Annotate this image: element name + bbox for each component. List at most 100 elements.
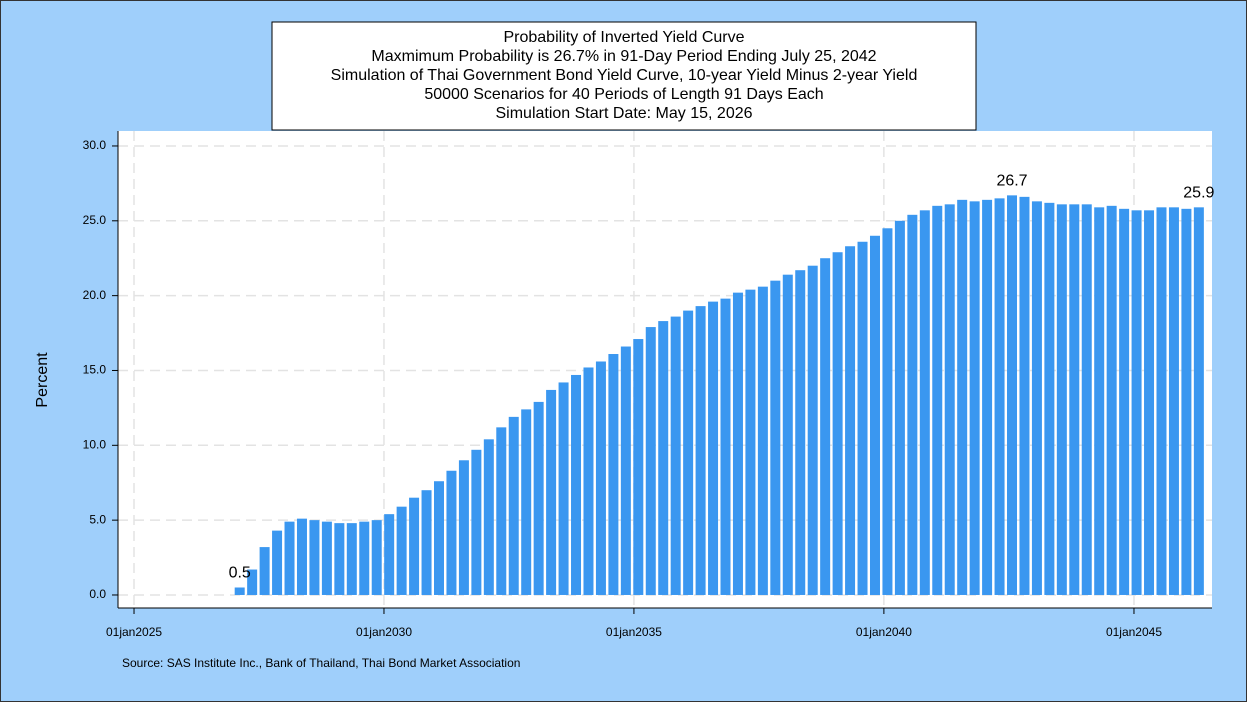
bar [633,339,644,595]
bar [670,316,681,595]
bar [1069,204,1080,595]
bar [483,439,494,595]
bar [1156,207,1167,595]
bar [346,523,357,595]
bar [745,289,756,595]
bar [259,547,270,595]
data-label: 0.5 [229,565,251,582]
bar [583,367,594,595]
bar [571,374,582,595]
bar [845,246,856,595]
x-tick-label: 01jan2030 [356,625,412,639]
y-axis-label: Percent [34,352,51,408]
x-tick-label: 01jan2045 [1106,625,1162,639]
y-tick-label: 15.0 [83,363,107,377]
bar [857,241,868,595]
bar [247,569,258,595]
bar [1168,207,1179,595]
bar [446,470,457,595]
bar [371,520,382,595]
bar [608,354,619,595]
bar [309,520,320,595]
bar [409,497,420,595]
bar [708,301,719,595]
bar [869,235,880,595]
bar [272,530,283,595]
bar [595,361,606,595]
y-tick-label: 20.0 [83,288,107,302]
bar [1144,210,1155,595]
x-tick-label: 01jan2035 [606,625,662,639]
bar [396,506,407,595]
source-note: Source: SAS Institute Inc., Bank of Thai… [122,656,520,670]
bar [932,205,943,595]
bar [683,310,694,595]
chart-title: Maxmimum Probability is 26.7% in 91-Day … [371,48,876,65]
bar [944,204,955,595]
data-label: 25.9 [1183,185,1214,202]
bar [832,252,843,595]
bar [1044,202,1055,595]
bar [720,298,731,595]
bar [521,409,532,595]
bar [782,274,793,595]
bar [234,587,245,595]
bar [433,481,444,595]
bar [334,523,345,595]
bar [1007,195,1018,595]
bar [1131,210,1142,595]
bar [496,427,507,595]
chart-title: Probability of Inverted Yield Curve [503,29,744,46]
bar [384,514,395,595]
bar [982,199,993,595]
bar [546,389,557,595]
bar [1094,207,1105,595]
bar [882,228,893,595]
bar [321,521,332,595]
title-box [271,21,977,131]
x-tick-label: 01jan2040 [856,625,912,639]
bar [732,292,743,595]
data-label: 26.7 [996,173,1027,190]
y-tick-label: 30.0 [83,138,107,152]
bar [1081,204,1092,595]
bar [558,382,569,595]
bar [1106,205,1117,595]
bar [795,270,806,595]
bar [770,280,781,595]
bar [820,258,831,595]
bar [695,306,706,595]
bar [907,214,918,595]
bar [994,198,1005,595]
bar [658,321,669,595]
chart-title: Simulation Start Date: May 15, 2026 [495,105,752,122]
x-tick-label: 01jan2025 [106,625,162,639]
bar [807,265,818,595]
bar [757,286,768,595]
y-tick-label: 10.0 [83,437,107,451]
bar [296,518,307,595]
bar [1193,207,1204,595]
bar [359,521,370,595]
y-tick-label: 0.0 [89,587,106,601]
bar [919,210,930,595]
bar [421,490,432,595]
bar [458,460,469,595]
bar [1031,201,1042,595]
bar [284,521,295,595]
bar [1019,196,1030,595]
bar [894,220,905,595]
y-tick-label: 25.0 [83,213,107,227]
bar [508,416,519,595]
bar [620,346,631,595]
bar [969,201,980,595]
y-tick-label: 5.0 [89,512,106,526]
bar [1056,204,1067,595]
bar [645,327,656,595]
bar [957,199,968,595]
bar [471,449,482,595]
chart-title: 50000 Scenarios for 40 Periods of Length… [424,86,823,103]
bar [533,401,544,595]
chart-title: Simulation of Thai Government Bond Yield… [331,67,918,84]
